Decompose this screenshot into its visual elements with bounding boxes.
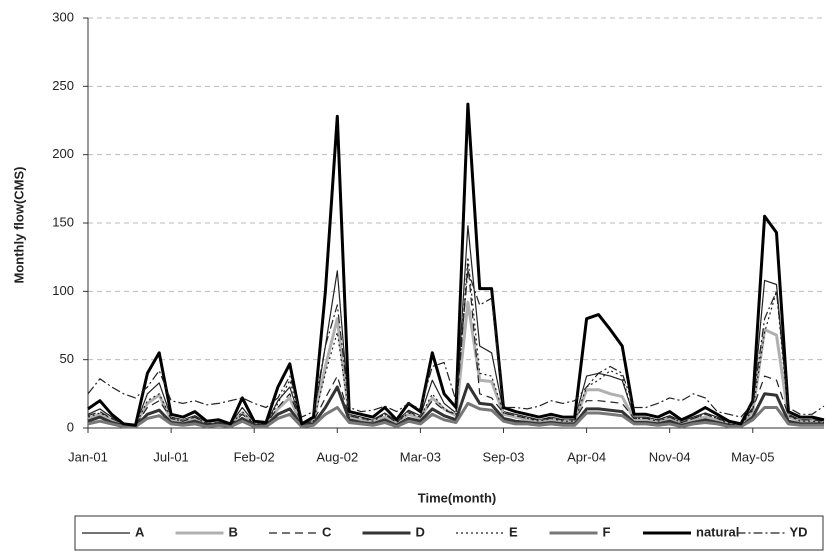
y-tick-label: 250	[52, 78, 74, 93]
legend-label: A	[135, 524, 145, 539]
y-axis-title: Monthly flow(CMS)	[11, 167, 26, 284]
x-tick-label: Nov-04	[649, 449, 691, 464]
legend-label: C	[322, 524, 332, 539]
y-tick-label: 50	[60, 351, 74, 366]
legend-label: natural	[696, 524, 739, 539]
x-tick-label: Feb-02	[234, 449, 275, 464]
series-line	[87, 256, 825, 426]
y-tick-label: 200	[52, 146, 74, 161]
x-tick-label: Jan-01	[68, 449, 108, 464]
series-line	[87, 270, 825, 418]
y-tick-label: 100	[52, 283, 74, 298]
legend-label: YD	[790, 524, 808, 539]
y-tick-label: 300	[52, 9, 74, 24]
y-tick-label: 0	[67, 419, 74, 434]
x-axis-title: Time(month)	[418, 490, 496, 505]
x-tick-label: Mar-03	[400, 449, 441, 464]
y-tick-label: 150	[52, 214, 74, 229]
legend-label: D	[416, 524, 425, 539]
series-line	[87, 401, 824, 429]
x-tick-label: Aug-02	[316, 449, 358, 464]
legend-label: B	[229, 524, 238, 539]
series-line	[87, 102, 825, 427]
legend-label: F	[603, 524, 611, 539]
legend-label: E	[509, 524, 518, 539]
x-tick-label: May-05	[731, 449, 774, 464]
x-tick-label: Sep-03	[483, 449, 525, 464]
x-tick-label: Apr-04	[567, 449, 606, 464]
legend-box	[74, 515, 824, 551]
x-tick-label: Jul-01	[153, 449, 188, 464]
